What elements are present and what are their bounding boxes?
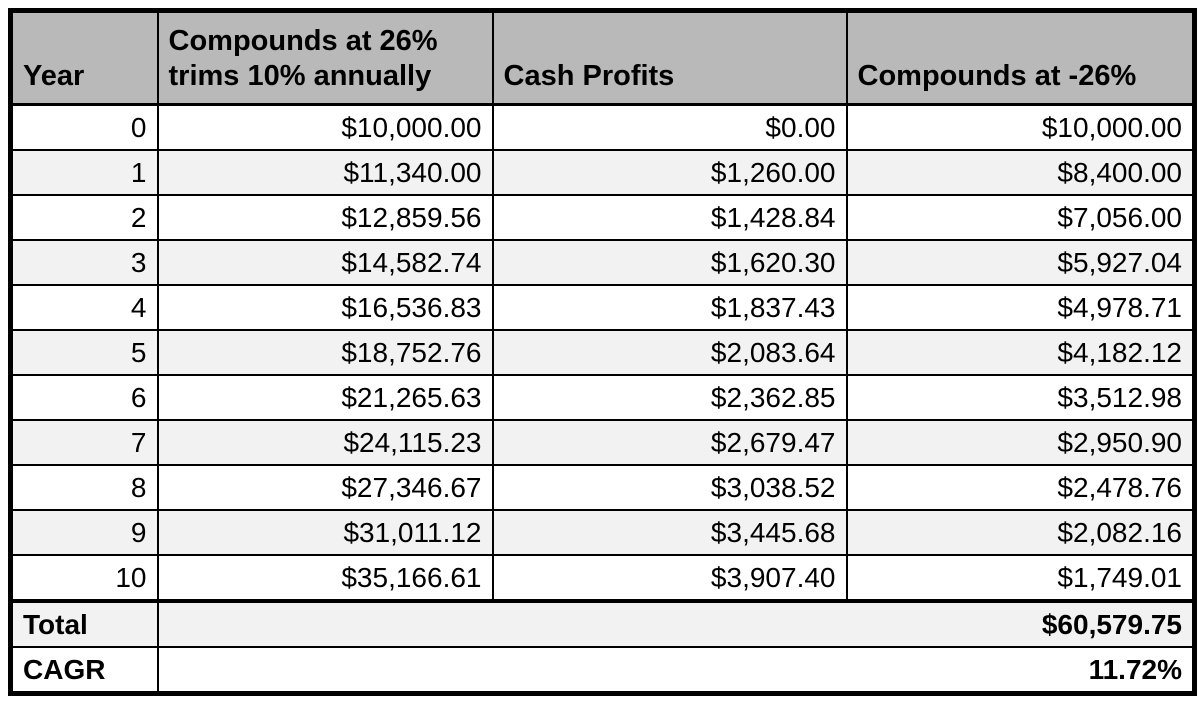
cagr-row: CAGR 11.72%	[9, 646, 1196, 695]
table-row-year-5: 5 $18,752.76 $2,083.64 $4,182.12	[9, 329, 1196, 376]
cash-profits-cell: $3,038.52	[491, 464, 848, 511]
table-row-year-8: 8 $27,346.67 $3,038.52 $2,478.76	[9, 464, 1196, 511]
compounds-26-cell: $21,265.63	[156, 374, 494, 421]
cash-profits-cell: $1,428.84	[491, 194, 848, 241]
table-row-year-6: 6 $21,265.63 $2,362.85 $3,512.98	[9, 374, 1196, 421]
year-cell: 5	[9, 329, 159, 376]
table-row-year-10: 10 $35,166.61 $3,907.40 $1,749.01	[9, 554, 1196, 602]
compounds-neg26-cell: $2,950.90	[845, 419, 1196, 466]
year-cell: 7	[9, 419, 159, 466]
cash-profits-cell: $3,907.40	[491, 554, 848, 602]
cash-profits-cell: $1,260.00	[491, 149, 848, 196]
table-row-year-4: 4 $16,536.83 $1,837.43 $4,978.71	[9, 284, 1196, 331]
compounds-26-cell: $27,346.67	[156, 464, 494, 511]
compounds-26-cell: $12,859.56	[156, 194, 494, 241]
compounds-26-cell: $10,000.00	[156, 103, 494, 151]
compounds-neg26-cell: $1,749.01	[845, 554, 1196, 602]
cash-profits-cell: $1,620.30	[491, 239, 848, 286]
compounds-26-cell: $35,166.61	[156, 554, 494, 602]
cash-profits-cell: $2,362.85	[491, 374, 848, 421]
col-header-cash-profits: Cash Profits	[491, 9, 848, 106]
year-cell: 0	[9, 103, 159, 151]
compounds-neg26-cell: $4,182.12	[845, 329, 1196, 376]
cash-profits-cell: $0.00	[491, 103, 848, 151]
total-label: Total	[9, 599, 159, 648]
year-cell: 3	[9, 239, 159, 286]
total-value: $60,579.75	[156, 599, 1196, 648]
cash-profits-cell: $2,083.64	[491, 329, 848, 376]
table-row-year-9: 9 $31,011.12 $3,445.68 $2,082.16	[9, 509, 1196, 556]
cash-profits-cell: $1,837.43	[491, 284, 848, 331]
compound-comparison-table: Year Compounds at 26% trims 10% annually…	[8, 8, 1197, 696]
col-header-year: Year	[9, 9, 159, 106]
table-row-year-2: 2 $12,859.56 $1,428.84 $7,056.00	[9, 194, 1196, 241]
col-header-compounds-neg26: Compounds at -26%	[845, 9, 1196, 106]
compounds-neg26-cell: $2,082.16	[845, 509, 1196, 556]
cagr-label: CAGR	[9, 646, 159, 695]
year-cell: 1	[9, 149, 159, 196]
compounds-neg26-cell: $4,978.71	[845, 284, 1196, 331]
compound-comparison-table-container: Year Compounds at 26% trims 10% annually…	[8, 8, 1197, 696]
compounds-26-cell: $31,011.12	[156, 509, 494, 556]
compounds-neg26-cell: $8,400.00	[845, 149, 1196, 196]
compounds-26-cell: $24,115.23	[156, 419, 494, 466]
year-cell: 2	[9, 194, 159, 241]
table-row-year-3: 3 $14,582.74 $1,620.30 $5,927.04	[9, 239, 1196, 286]
header-row: Year Compounds at 26% trims 10% annually…	[9, 9, 1196, 106]
year-cell: 8	[9, 464, 159, 511]
compounds-neg26-cell: $10,000.00	[845, 103, 1196, 151]
compounds-neg26-cell: $7,056.00	[845, 194, 1196, 241]
year-cell: 10	[9, 554, 159, 602]
cash-profits-cell: $2,679.47	[491, 419, 848, 466]
compounds-26-cell: $11,340.00	[156, 149, 494, 196]
compounds-26-cell: $16,536.83	[156, 284, 494, 331]
col-header-compounds-26: Compounds at 26% trims 10% annually	[156, 9, 494, 106]
table-row-year-1: 1 $11,340.00 $1,260.00 $8,400.00	[9, 149, 1196, 196]
cash-profits-cell: $3,445.68	[491, 509, 848, 556]
table-row-year-7: 7 $24,115.23 $2,679.47 $2,950.90	[9, 419, 1196, 466]
cagr-value: 11.72%	[156, 646, 1196, 695]
compounds-neg26-cell: $3,512.98	[845, 374, 1196, 421]
compounds-26-cell: $14,582.74	[156, 239, 494, 286]
compounds-neg26-cell: $2,478.76	[845, 464, 1196, 511]
year-cell: 6	[9, 374, 159, 421]
year-cell: 4	[9, 284, 159, 331]
compounds-26-cell: $18,752.76	[156, 329, 494, 376]
table-row-year-0: 0 $10,000.00 $0.00 $10,000.00	[9, 103, 1196, 151]
year-cell: 9	[9, 509, 159, 556]
compounds-neg26-cell: $5,927.04	[845, 239, 1196, 286]
total-row: Total $60,579.75	[9, 599, 1196, 648]
